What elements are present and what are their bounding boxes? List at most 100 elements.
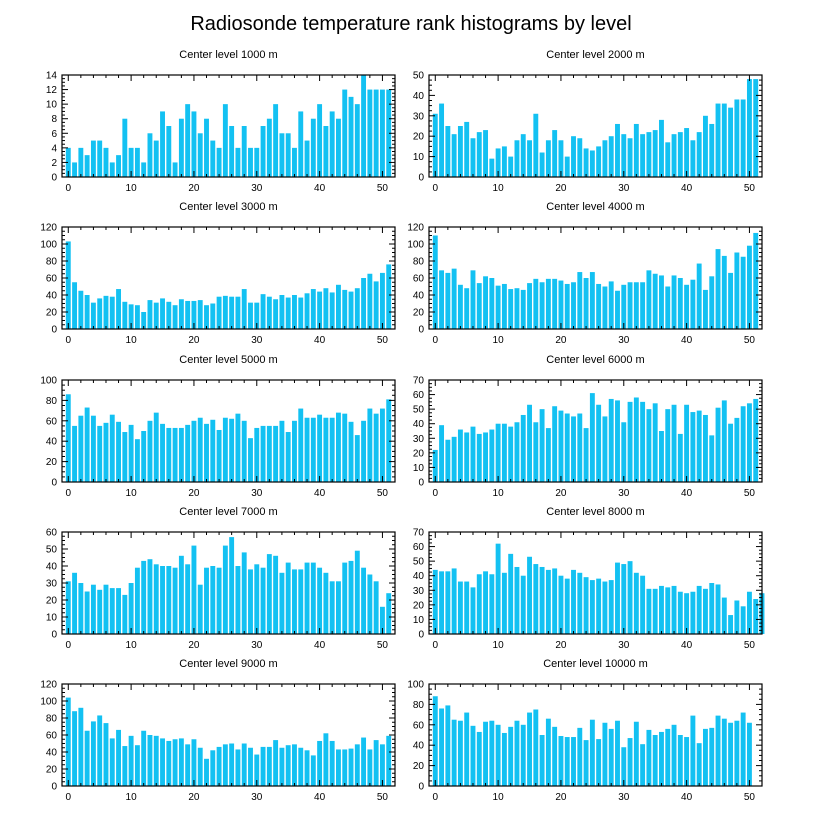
x-tick-label: 10 xyxy=(493,792,505,803)
bar xyxy=(304,750,310,786)
bar xyxy=(373,740,379,786)
bar xyxy=(696,263,702,329)
bar xyxy=(329,417,335,482)
bar xyxy=(615,290,620,329)
bar xyxy=(445,126,451,177)
bar xyxy=(235,413,241,482)
bar xyxy=(254,754,260,786)
bar xyxy=(304,417,310,482)
bar xyxy=(134,567,140,634)
bar xyxy=(178,299,184,329)
bar xyxy=(445,571,451,634)
bar xyxy=(197,747,203,786)
y-tick-label: 30 xyxy=(413,586,425,597)
bar xyxy=(116,588,121,634)
bar xyxy=(439,270,445,329)
bar xyxy=(715,407,721,482)
bar xyxy=(652,588,658,634)
y-tick-label: 20 xyxy=(413,761,425,772)
bar xyxy=(354,550,360,634)
bar xyxy=(273,104,279,177)
x-tick-label: 40 xyxy=(314,488,326,499)
bar xyxy=(602,581,608,634)
y-tick-label: 50 xyxy=(413,557,425,568)
bar xyxy=(734,252,740,329)
bar xyxy=(640,134,646,177)
bar xyxy=(222,104,228,177)
y-tick-label: 20 xyxy=(46,596,58,607)
bar xyxy=(451,719,457,786)
bar xyxy=(317,740,323,786)
bar xyxy=(361,278,367,329)
bar xyxy=(109,162,115,177)
bar xyxy=(147,735,153,786)
bar xyxy=(470,587,476,634)
bar xyxy=(109,414,115,482)
bar xyxy=(103,422,109,482)
bar xyxy=(602,722,608,786)
bar xyxy=(589,150,595,177)
bar xyxy=(728,272,734,329)
bar xyxy=(489,574,495,634)
panel-7: Center level 8000 m 0 10 20 30 40 50 0 10 20 30 40 5… xyxy=(413,506,765,651)
bar xyxy=(690,412,696,482)
bar xyxy=(241,126,247,177)
x-tick-label: 40 xyxy=(314,792,326,803)
bar xyxy=(671,275,677,329)
bar xyxy=(564,737,570,786)
bar xyxy=(248,438,253,482)
bar xyxy=(317,291,323,329)
y-tick-label: 14 xyxy=(46,71,58,82)
bar xyxy=(84,591,90,634)
bar xyxy=(185,564,191,634)
y-tick-label: 12 xyxy=(46,85,58,96)
x-tick-label: 30 xyxy=(618,183,630,194)
bar xyxy=(552,278,558,329)
x-tick-label: 20 xyxy=(555,488,567,499)
bar xyxy=(229,537,235,634)
bar xyxy=(652,273,658,329)
bar xyxy=(684,128,690,177)
bar xyxy=(659,585,664,634)
bar xyxy=(539,152,545,177)
bar xyxy=(690,715,696,786)
bar xyxy=(746,591,752,634)
y-tick-label: 80 xyxy=(46,257,58,268)
bar xyxy=(367,749,373,786)
bar xyxy=(204,567,209,634)
x-tick-label: 30 xyxy=(618,488,630,499)
bar xyxy=(90,721,96,786)
bar xyxy=(583,148,589,177)
panel-0: Center level 1000 m 0 10 20 30 40 50 0 2 4 6 8 10 12 1… xyxy=(46,49,396,194)
bar xyxy=(153,735,159,786)
bar xyxy=(602,416,608,482)
bar xyxy=(235,566,241,634)
bar xyxy=(379,606,385,634)
bar xyxy=(78,147,84,177)
bar xyxy=(470,725,476,786)
bar xyxy=(715,249,721,329)
bar xyxy=(279,420,285,482)
bar xyxy=(122,594,128,634)
bar xyxy=(457,284,463,329)
bar xyxy=(304,293,310,329)
bar xyxy=(78,290,84,329)
bar xyxy=(323,288,329,329)
bar xyxy=(248,747,253,786)
x-tick-label: 40 xyxy=(681,488,693,499)
y-tick-label: 60 xyxy=(46,416,58,427)
bar xyxy=(72,711,78,786)
bar xyxy=(279,133,285,177)
bar xyxy=(721,103,727,177)
bar xyxy=(621,284,627,329)
bar xyxy=(608,580,614,634)
bar xyxy=(122,118,128,177)
bar xyxy=(533,709,539,786)
bar xyxy=(241,420,247,482)
bar xyxy=(533,113,539,177)
bar xyxy=(90,415,96,482)
bar xyxy=(445,705,451,786)
bar xyxy=(715,715,721,786)
bar xyxy=(72,425,78,482)
bar xyxy=(608,398,614,482)
